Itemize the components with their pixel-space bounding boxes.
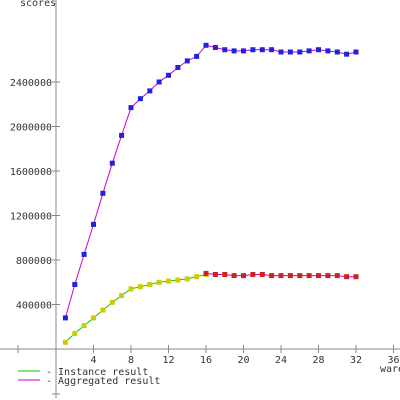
data-point (316, 47, 321, 53)
data-point (306, 273, 312, 279)
x-tick-label: 20 (237, 355, 249, 366)
series-2 (203, 270, 359, 280)
data-point (166, 278, 171, 284)
data-point (137, 284, 143, 290)
data-point (297, 49, 303, 55)
data-point (306, 48, 312, 54)
data-point (269, 47, 275, 53)
x-axis-title: ware (380, 364, 400, 375)
data-point (147, 282, 153, 287)
data-point (353, 49, 359, 55)
x-tick-label: 24 (275, 355, 287, 366)
y-tick-label: 2000000 (10, 123, 52, 134)
data-point (259, 272, 265, 277)
y-tick-label: 800000 (16, 256, 52, 267)
tick-labels: 400000 800000 1200000 1600000 2000000 2400000… (10, 78, 400, 366)
data-point (72, 282, 78, 287)
data-point (175, 277, 181, 283)
series-line (64, 44, 357, 319)
data-point (222, 272, 228, 277)
data-point (250, 47, 256, 53)
data-point (147, 88, 153, 94)
series-1 (62, 272, 209, 345)
series-0 (62, 42, 359, 321)
data-point (241, 48, 246, 54)
data-point (175, 65, 181, 70)
data-point (203, 270, 209, 276)
series-line (65, 274, 207, 343)
data-point (100, 190, 106, 196)
data-point (109, 160, 115, 166)
data-point (231, 273, 237, 279)
data-point (278, 49, 284, 55)
data-point (334, 49, 340, 55)
x-tick-label: 32 (350, 355, 362, 366)
data-point (119, 293, 125, 299)
data-point (72, 330, 78, 336)
data-point (184, 276, 190, 282)
data-point (100, 307, 106, 313)
data-point (119, 132, 125, 138)
data-point (109, 299, 115, 305)
y-axis-title: scores (20, 0, 56, 9)
data-point (250, 272, 256, 277)
data-point (62, 339, 68, 345)
data-point (156, 279, 162, 285)
x-tick-label: 8 (128, 355, 134, 366)
data-point (269, 273, 275, 279)
x-tick-label: 36 (387, 355, 399, 366)
data-point (287, 273, 293, 279)
data-point (344, 51, 350, 57)
data-point (231, 48, 237, 54)
data-point (278, 273, 284, 279)
data-point (241, 273, 246, 279)
data-point (334, 273, 340, 279)
data-point (353, 274, 359, 280)
data-point (344, 274, 350, 280)
x-tick-label: 16 (200, 355, 212, 366)
data-point (128, 286, 134, 292)
data-point (316, 273, 321, 279)
y-tick-label: 400000 (16, 301, 52, 312)
data-point (194, 53, 200, 59)
data-point (156, 79, 162, 85)
series-group (62, 42, 359, 345)
x-tick-label: 12 (162, 355, 174, 366)
data-point (287, 49, 293, 55)
y-tick-label: 2400000 (10, 78, 52, 89)
x-tick-label: 4 (90, 355, 96, 366)
data-point (128, 105, 134, 111)
data-point (81, 251, 87, 257)
data-point (137, 96, 143, 102)
data-point (212, 45, 218, 50)
y-tick-label: 1600000 (10, 167, 52, 178)
data-point (91, 221, 96, 227)
data-point (297, 273, 303, 279)
data-point (166, 72, 171, 78)
data-point (62, 315, 68, 321)
data-point (184, 58, 190, 64)
data-point (203, 42, 209, 48)
data-point (194, 274, 200, 280)
data-point (81, 323, 87, 329)
y-tick-label: 1200000 (10, 212, 52, 223)
data-point (259, 47, 265, 53)
x-tick-label: 28 (312, 355, 324, 366)
legend-label-aggregated: - Aggregated result (46, 376, 160, 387)
legend-label-instance: - Instance result (46, 367, 148, 378)
data-point (91, 315, 96, 321)
data-point (325, 48, 331, 54)
data-point (222, 47, 228, 53)
data-point (325, 273, 331, 279)
data-point (212, 272, 218, 277)
legend: - Instance result - Aggregated result (18, 367, 160, 387)
